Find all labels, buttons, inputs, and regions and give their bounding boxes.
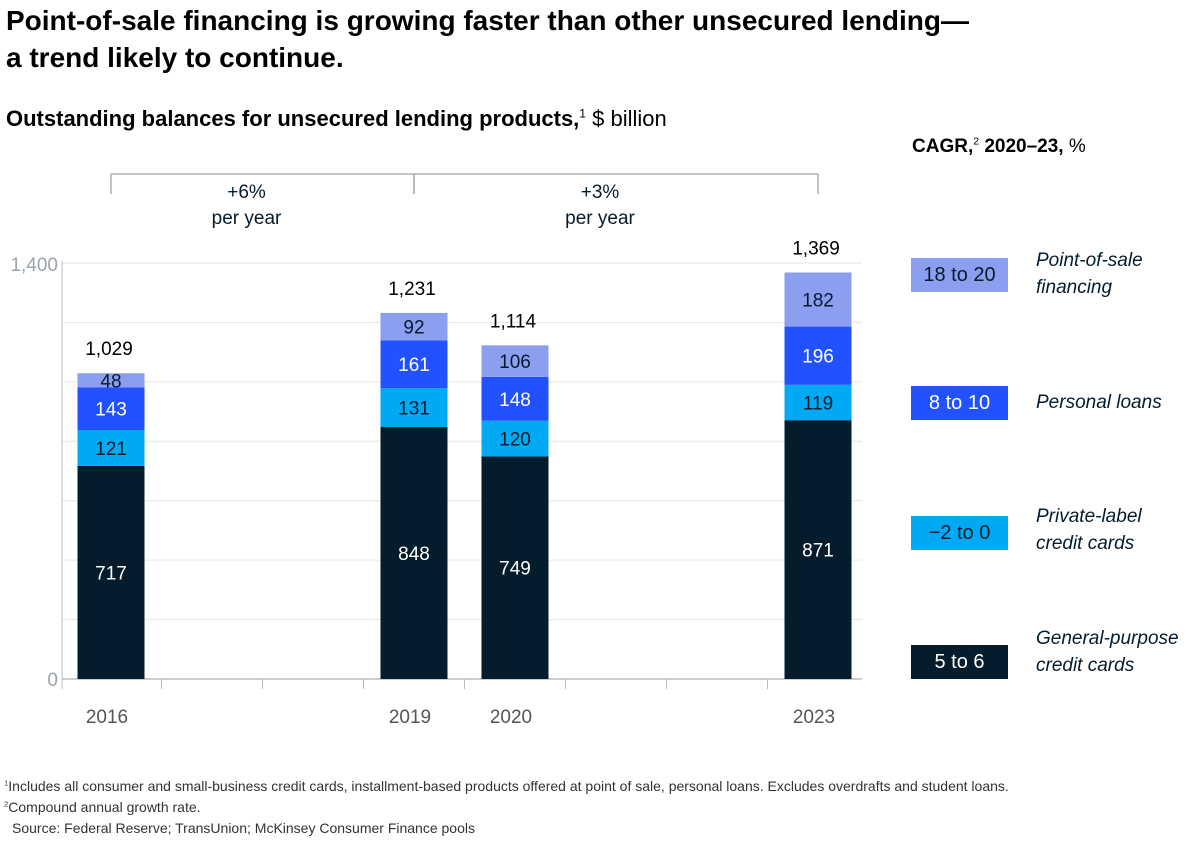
bar-segment-general_purpose — [481, 456, 549, 679]
bar-total-label: 1,029 — [85, 339, 133, 360]
bar-value-label: 48 — [100, 371, 121, 392]
bar-segment-private_label — [380, 388, 448, 428]
bar-total-label: 1,114 — [490, 311, 537, 332]
legend-label-line: credit cards — [1036, 655, 1135, 676]
legend-heading-footnote-mark: 2 — [973, 136, 980, 148]
legend-label-line: Personal loans — [1036, 392, 1162, 413]
footnote-1: 1Includes all consumer and small-busines… — [4, 776, 1196, 797]
legend-label-line: credit cards — [1036, 533, 1135, 554]
y-tick-label: 0 — [47, 670, 58, 691]
title-line-2: a trend likely to continue. — [6, 42, 344, 73]
subtitle-unit: $ billion — [586, 106, 667, 131]
bar-value-label: 92 — [403, 318, 424, 339]
bar-segment-point_of_sale — [481, 345, 549, 377]
bar-segment-personal_loans — [380, 340, 448, 389]
bar-value-label: 848 — [398, 544, 430, 565]
legend-label-private-label: Private-label credit cards — [1036, 503, 1200, 557]
footnotes: 1Includes all consumer and small-busines… — [4, 776, 1196, 839]
bar-value-label: 161 — [398, 355, 430, 376]
chart-subtitle: Outstanding balances for unsecured lendi… — [6, 104, 667, 134]
bar-segment-private_label — [481, 420, 549, 457]
bar-value-label: 119 — [803, 394, 833, 415]
x-category-label: 2019 — [389, 707, 431, 728]
bar-segment-general_purpose — [784, 420, 852, 679]
bar-segment-personal_loans — [77, 387, 145, 430]
bar-value-label: 196 — [802, 347, 834, 368]
legend-swatch-personal-loans: 8 to 10 — [911, 386, 1008, 420]
growth-rate-label: +6% — [227, 182, 266, 203]
legend-label-line: Private-label — [1036, 506, 1142, 527]
bar-segment-private_label — [77, 429, 145, 466]
legend-label-point-of-sale: Point-of-sale financing — [1036, 247, 1200, 301]
bar-value-label: 749 — [499, 559, 531, 580]
legend-swatch-general-purpose: 5 to 6 — [911, 645, 1008, 679]
x-category-label: 2020 — [490, 707, 532, 728]
footnote-1-mark: 1 — [4, 778, 9, 788]
bar-total-label: 1,369 — [792, 239, 840, 260]
bar-segment-point_of_sale — [77, 373, 145, 388]
bar-value-label: 182 — [802, 291, 834, 312]
legend-heading-cagr: CAGR, — [912, 136, 974, 157]
growth-rate-sublabel: per year — [212, 208, 282, 229]
bar-value-label: 717 — [95, 563, 127, 584]
legend-label-personal-loans: Personal loans — [1036, 389, 1200, 416]
bar-segment-general_purpose — [380, 427, 448, 679]
growth-rate-sublabel: per year — [565, 208, 635, 229]
bar-segment-point_of_sale — [380, 312, 448, 341]
legend-label-general-purpose: General-purpose credit cards — [1036, 625, 1200, 679]
bar-value-label: 131 — [398, 399, 430, 420]
bar-segment-general_purpose — [77, 465, 145, 679]
bar-segment-personal_loans — [784, 326, 852, 385]
bar-value-label: 120 — [499, 430, 531, 451]
stacked-bar-chart: 0 1,400 717 121 143 48 1,029 2016 848 131 161 92 1,2… — [10, 173, 862, 728]
legend-heading-period: 2020–23, — [979, 136, 1064, 157]
legend-heading: CAGR,2 2020–23, % — [912, 134, 1086, 160]
y-tick-label: 1,400 — [10, 255, 58, 276]
bar-segment-personal_loans — [481, 376, 549, 421]
bar-value-label: 148 — [499, 390, 531, 411]
subtitle-footnote-mark: 1 — [579, 106, 587, 121]
bar-value-label: 871 — [802, 541, 834, 562]
growth-rate-label: +3% — [581, 182, 620, 203]
bar-segment-point_of_sale — [784, 272, 852, 327]
title-line-1: Point-of-sale financing is growing faste… — [6, 5, 969, 36]
bar-segment-private_label — [784, 384, 852, 421]
source-note: Source: Federal Reserve; TransUnion; McK… — [12, 820, 475, 836]
footnote-1-text: Includes all consumer and small-business… — [8, 778, 1009, 794]
legend-label-line: Point-of-sale — [1036, 250, 1143, 271]
bar-value-label: 143 — [95, 400, 127, 421]
subtitle-bold: Outstanding balances for unsecured lendi… — [6, 106, 580, 131]
bar-value-label: 121 — [95, 439, 127, 460]
bar-value-label: 106 — [499, 352, 531, 373]
footnote-2-mark: 2 — [4, 799, 9, 809]
bar-total-label: 1,231 — [388, 279, 436, 300]
legend-label-line: General-purpose — [1036, 628, 1179, 649]
chart-title: Point-of-sale financing is growing faste… — [6, 2, 1186, 76]
footnote-2-text: Compound annual growth rate. — [8, 799, 201, 815]
footnote-2: 2Compound annual growth rate. — [4, 797, 1196, 818]
legend-heading-unit: % — [1063, 136, 1086, 157]
legend-label-line: financing — [1036, 277, 1113, 298]
legend-swatch-point-of-sale: 18 to 20 — [911, 258, 1008, 292]
x-category-label: 2016 — [86, 707, 128, 728]
x-category-label: 2023 — [793, 707, 835, 728]
legend-swatch-private-label: −2 to 0 — [911, 516, 1008, 550]
